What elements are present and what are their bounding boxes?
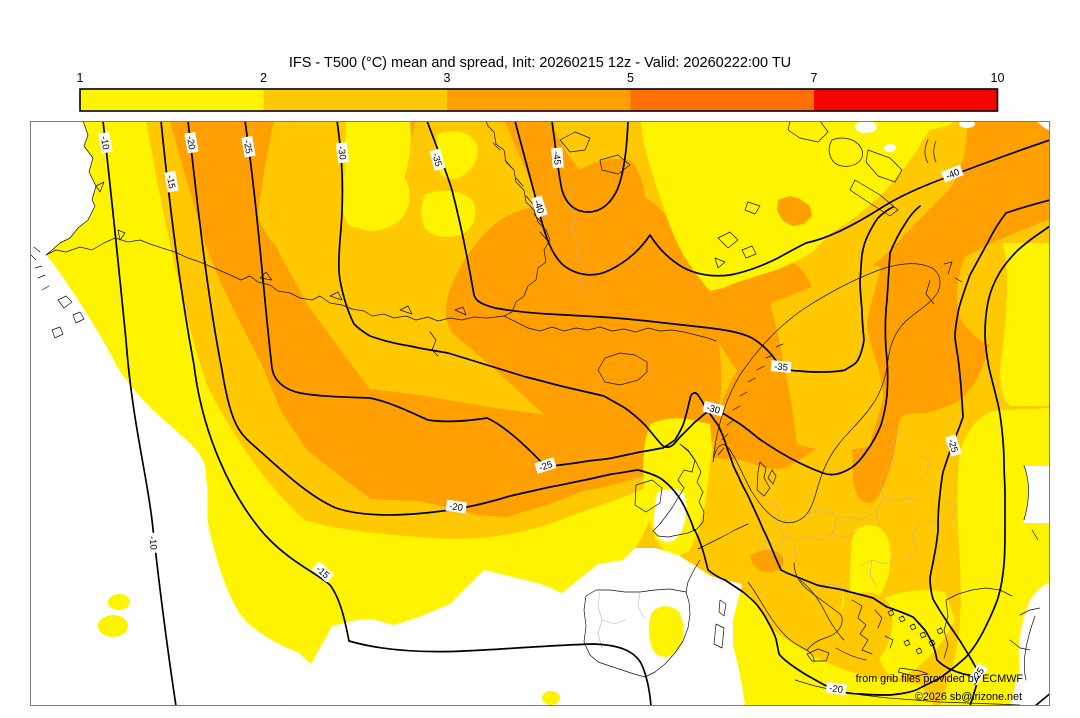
svg-text:-25: -25	[538, 459, 554, 474]
svg-text:-40: -40	[531, 199, 546, 215]
svg-text:-30: -30	[705, 402, 721, 416]
svg-text:-25: -25	[241, 139, 254, 154]
svg-text:10: 10	[991, 71, 1005, 85]
svg-text:2: 2	[260, 71, 267, 85]
svg-text:-35: -35	[429, 152, 443, 168]
svg-text:-20: -20	[184, 135, 197, 150]
svg-text:-20: -20	[449, 501, 464, 514]
svg-text:-10: -10	[146, 536, 158, 551]
svg-text:©2026 sb@irizone.net: ©2026 sb@irizone.net	[915, 691, 1022, 703]
svg-text:-25: -25	[945, 438, 960, 454]
svg-text:7: 7	[811, 71, 818, 85]
svg-text:-35: -35	[774, 361, 789, 373]
svg-text:-45: -45	[550, 151, 562, 166]
svg-text:IFS - T500 (°C) mean and sprea: IFS - T500 (°C) mean and spread, Init: 2…	[289, 55, 791, 71]
svg-text:1: 1	[77, 71, 84, 85]
svg-text:from grib files provided by EC: from grib files provided by ECMWF	[856, 673, 1024, 685]
svg-text:5: 5	[627, 71, 634, 85]
svg-text:3: 3	[444, 71, 451, 85]
svg-text:-20: -20	[829, 683, 844, 696]
svg-text:-30: -30	[335, 145, 348, 160]
svg-text:-10: -10	[98, 135, 111, 150]
svg-text:-15: -15	[164, 174, 177, 189]
svg-text:-40: -40	[944, 167, 961, 182]
